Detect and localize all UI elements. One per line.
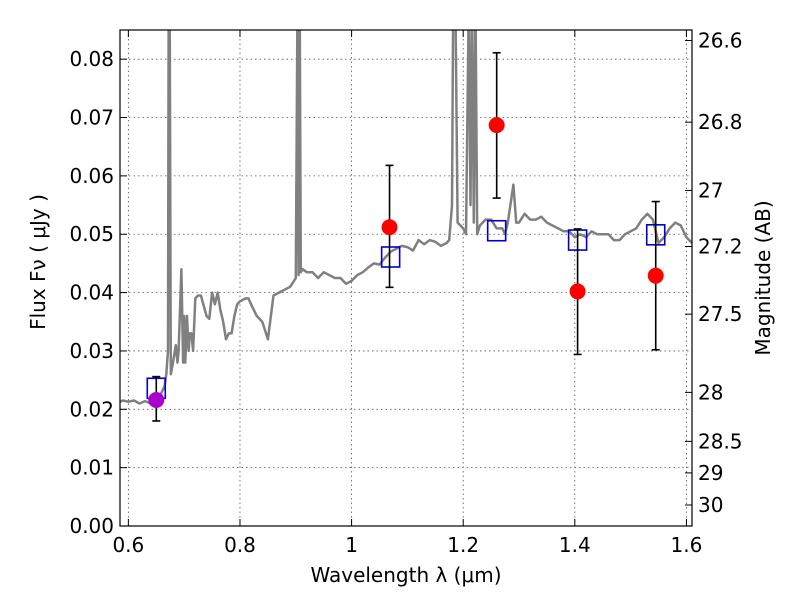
y-tick-label: 0.01 <box>69 456 114 480</box>
right-tick-label: 27.5 <box>698 302 743 326</box>
x-tick-label: 0.6 <box>112 533 144 557</box>
observed-photometry-marker <box>488 117 505 134</box>
right-tick-label: 28 <box>698 380 723 404</box>
photometry-points <box>146 51 666 422</box>
right-tick-label: 28.5 <box>698 429 743 453</box>
axes: 0.6 0.8 1 1.2 1.4 1.6 0.00 0.01 0.02 0.03 0.04 0.05… <box>69 29 742 557</box>
y-tick-label: 0.04 <box>69 281 114 305</box>
observed-photometry-marker <box>148 391 165 408</box>
x-tick-label: 1.6 <box>671 533 703 557</box>
right-tick-label: 26.6 <box>698 29 743 53</box>
synthetic-photometry-marker <box>486 219 507 242</box>
right-axis-title: Magnitude (AB) <box>751 200 775 355</box>
y-axis-title: Flux Fν ( μJy ) <box>26 194 50 330</box>
model-spectrum-line <box>120 30 692 405</box>
right-tick-label: 27.2 <box>698 234 743 258</box>
x-tick-label: 1.2 <box>447 533 479 557</box>
observed-photometry-marker <box>569 283 586 300</box>
right-tick-label: 27 <box>698 178 723 202</box>
x-axis-title: Wavelength λ (μm) <box>310 563 501 587</box>
right-tick-label: 26.8 <box>698 110 743 134</box>
observed-photometry-marker <box>381 219 398 236</box>
x-tick-label: 1.4 <box>559 533 591 557</box>
right-tick-label: 29 <box>698 461 723 485</box>
y-tick-label: 0.03 <box>69 339 114 363</box>
y-tick-label: 0.06 <box>69 164 114 188</box>
y-tick-label: 0.07 <box>69 106 114 130</box>
synthetic-photometry-marker <box>380 246 401 268</box>
model-spectrum <box>120 30 692 405</box>
y-tick-label: 0.00 <box>69 514 114 538</box>
y-tick-label: 0.02 <box>69 397 114 421</box>
observed-photometry-marker <box>647 267 664 284</box>
y-tick-label: 0.08 <box>69 47 114 71</box>
right-tick-label: 30 <box>698 493 723 517</box>
plot-frame <box>119 29 693 527</box>
x-tick-label: 1 <box>345 533 358 557</box>
y-tick-label: 0.05 <box>69 222 114 246</box>
x-tick-label: 0.8 <box>224 533 256 557</box>
